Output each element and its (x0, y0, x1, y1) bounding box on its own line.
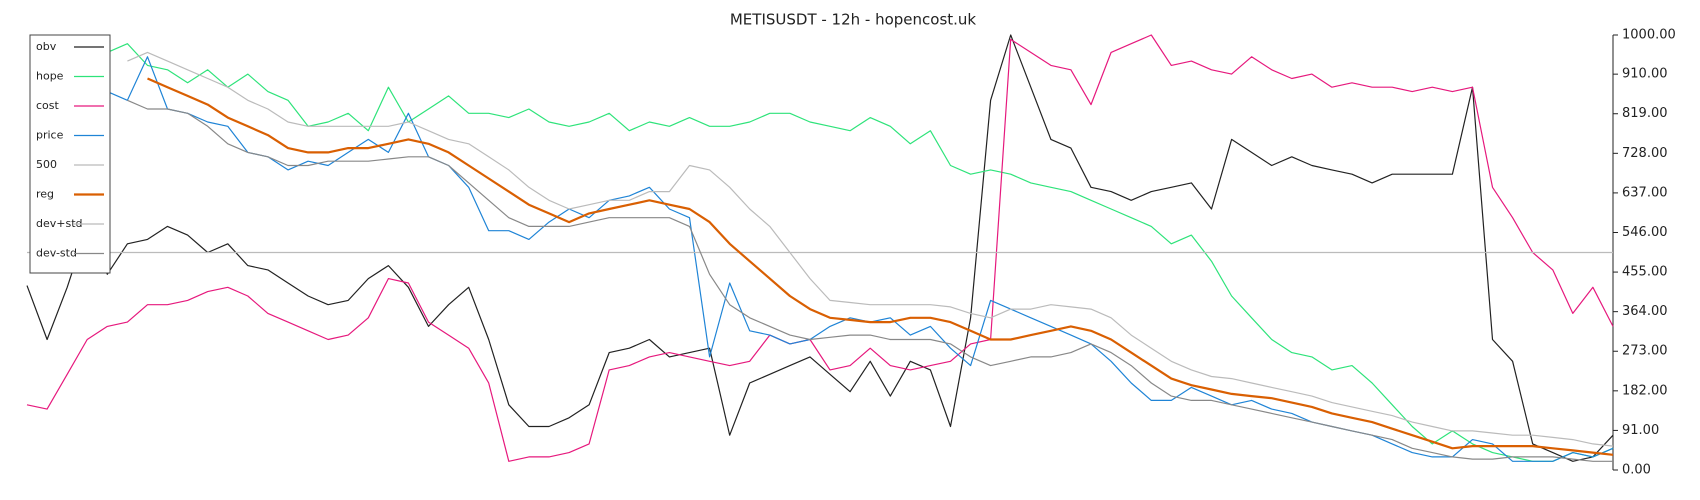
y-tick-label: 0.00 (1622, 463, 1651, 478)
y-tick-label: 546.00 (1622, 225, 1668, 240)
y-tick-label: 819.00 (1622, 106, 1668, 121)
legend-label: dev-std (36, 247, 77, 260)
y-tick-label: 728.00 (1622, 146, 1668, 161)
legend-label: price (36, 129, 64, 142)
legend-label: 500 (36, 158, 57, 171)
series-line (26, 34, 1614, 462)
legend-frame (29, 34, 111, 274)
series-line (147, 77, 1614, 456)
y-tick-label: 637.00 (1622, 185, 1668, 200)
y-tick-label: 455.00 (1622, 265, 1668, 280)
y-tick-label: 364.00 (1622, 304, 1668, 319)
legend: obv hope cost price 500 reg dev+std dev-std (29, 34, 111, 274)
y-tick-label: 273.00 (1622, 344, 1668, 359)
legend-label: cost (36, 99, 60, 112)
series-line (127, 99, 1613, 462)
legend-label: hope (36, 70, 64, 83)
series-line (107, 56, 1614, 462)
y-tick-label: 1000.00 (1622, 28, 1676, 43)
y-tick-label: 910.00 (1622, 67, 1668, 82)
chart-title: METISUSDT - 12h - hopencost.uk (730, 11, 977, 29)
series-line (107, 43, 1614, 462)
legend-label: obv (36, 40, 57, 53)
series-line (26, 34, 1614, 462)
y-tick-label: 91.00 (1622, 423, 1659, 438)
series-line (127, 51, 1614, 447)
legend-label: dev+std (36, 217, 83, 230)
y-tick-label: 182.00 (1622, 383, 1668, 398)
legend-label: reg (36, 188, 54, 201)
